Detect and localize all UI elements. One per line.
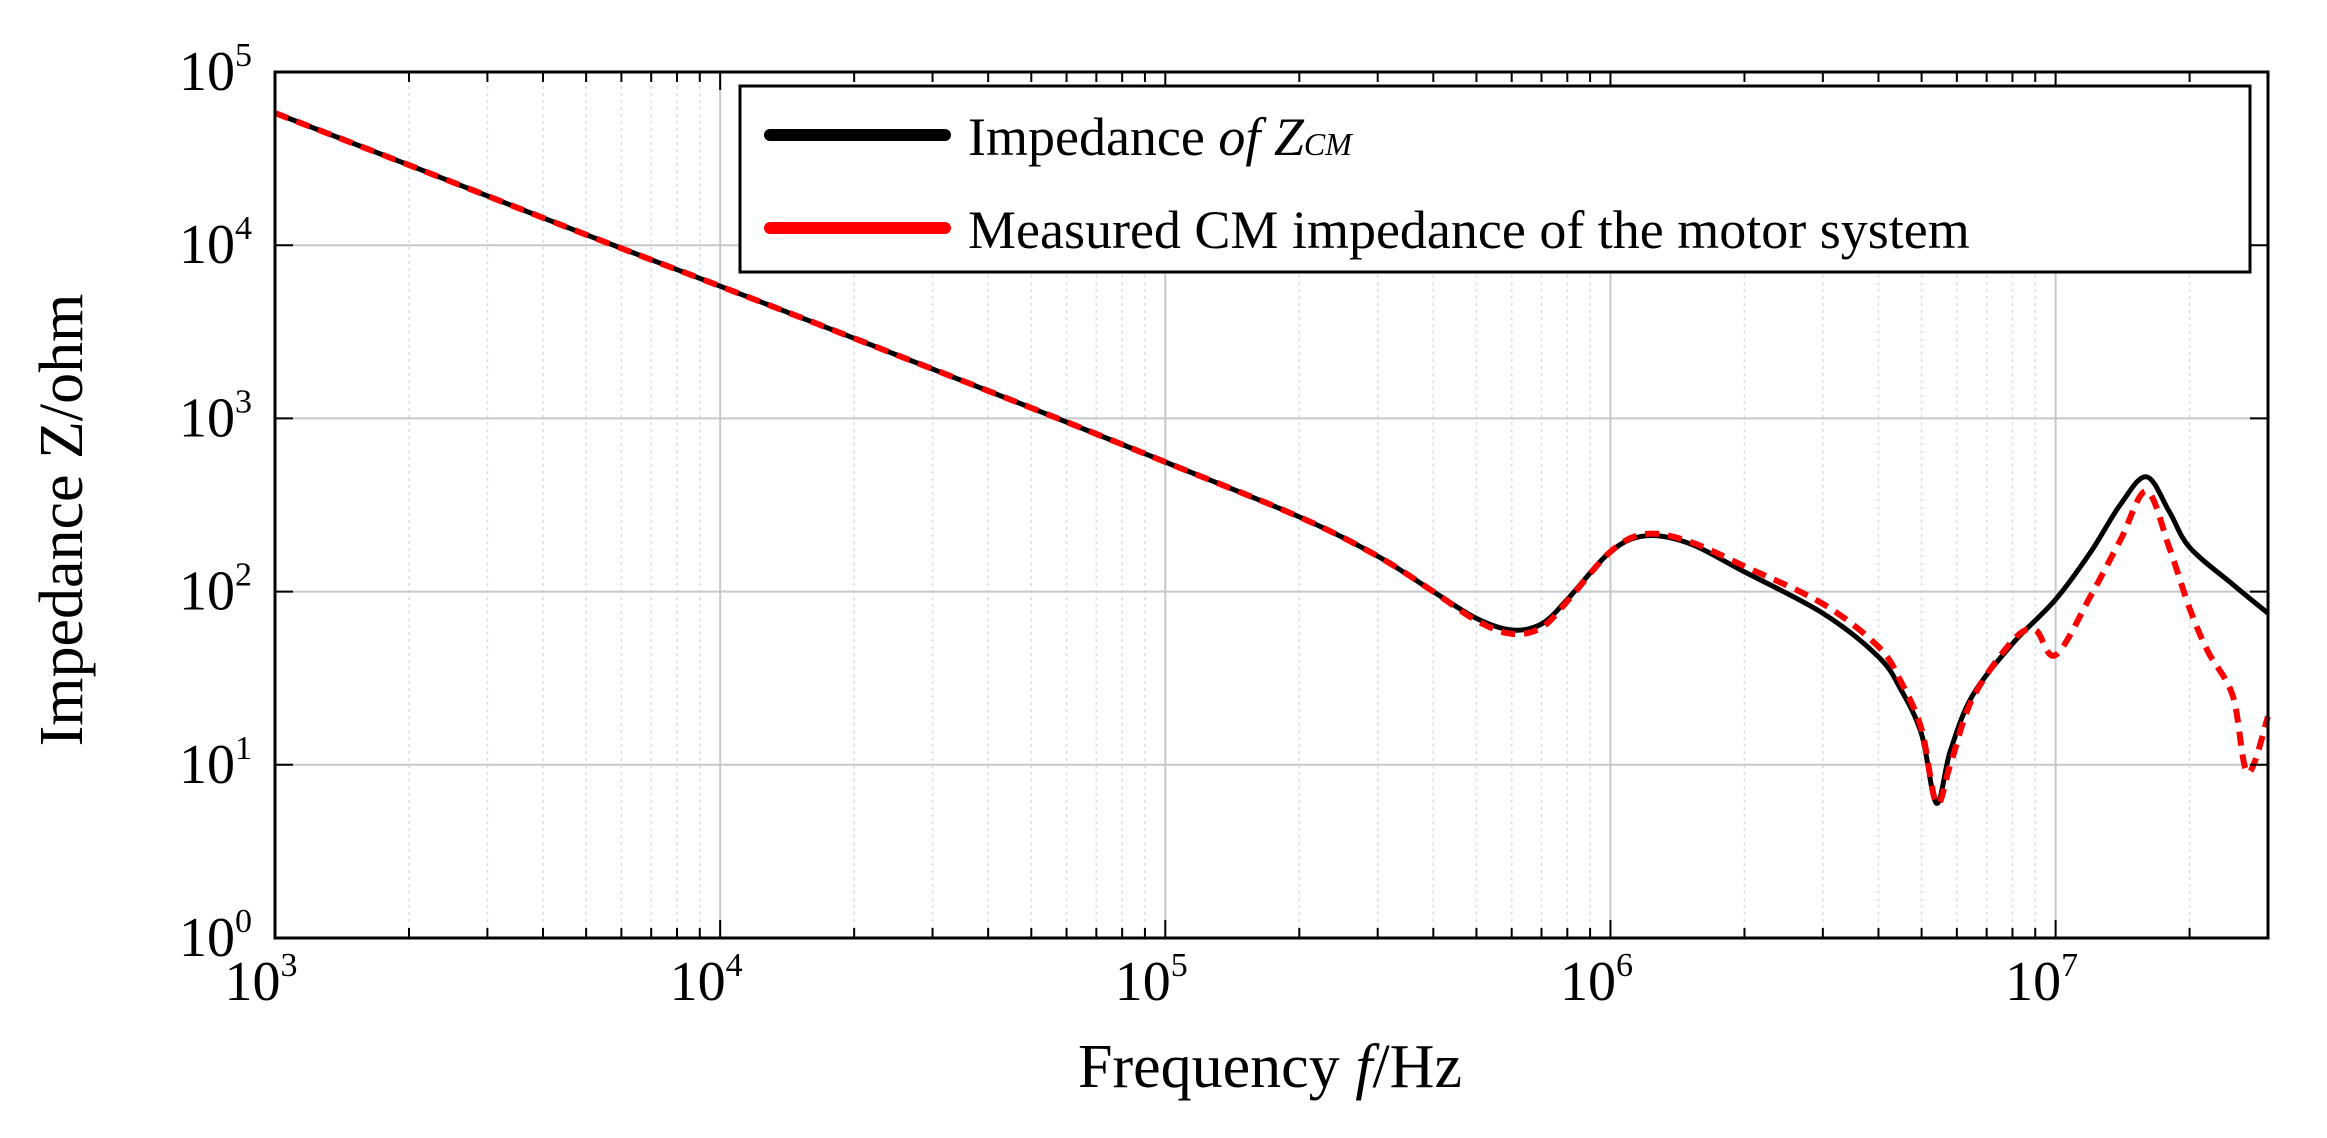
plot-frame (273, 70, 2270, 940)
x-tick-label: 103 (225, 947, 298, 1013)
y-axis-title: Impedance Z/ohm (28, 294, 96, 747)
legend: Impedance of ZCM Measured CM impedance o… (738, 84, 2252, 274)
legend-label-measured: Measured CM impedance of the motor syste… (968, 200, 1970, 260)
series-layer (273, 110, 2271, 807)
series-line-measured (273, 110, 2271, 807)
y-tick-label: 104 (179, 210, 252, 276)
y-tick-label: 103 (179, 383, 252, 449)
x-tick-label: 107 (2005, 947, 2078, 1013)
x-tick-label: 106 (1560, 947, 1633, 1013)
series-line-zcm (274, 110, 2270, 806)
y-tick-label: 101 (179, 730, 252, 796)
x-tick-label: 104 (670, 947, 743, 1013)
y-tick-label: 105 (179, 37, 252, 103)
y-tick-label: 100 (179, 903, 252, 969)
y-tick-label: 102 (179, 557, 252, 623)
tick-layer: 103 104 105 106 107 100 101 102 103 104 105 (179, 37, 2269, 1013)
legend-label-zcm: Impedance of ZCM (968, 107, 1354, 167)
x-tick-label: 105 (1115, 947, 1188, 1013)
x-axis-title: Frequency f/Hz (1078, 1033, 1462, 1101)
legend-box (738, 84, 2252, 274)
